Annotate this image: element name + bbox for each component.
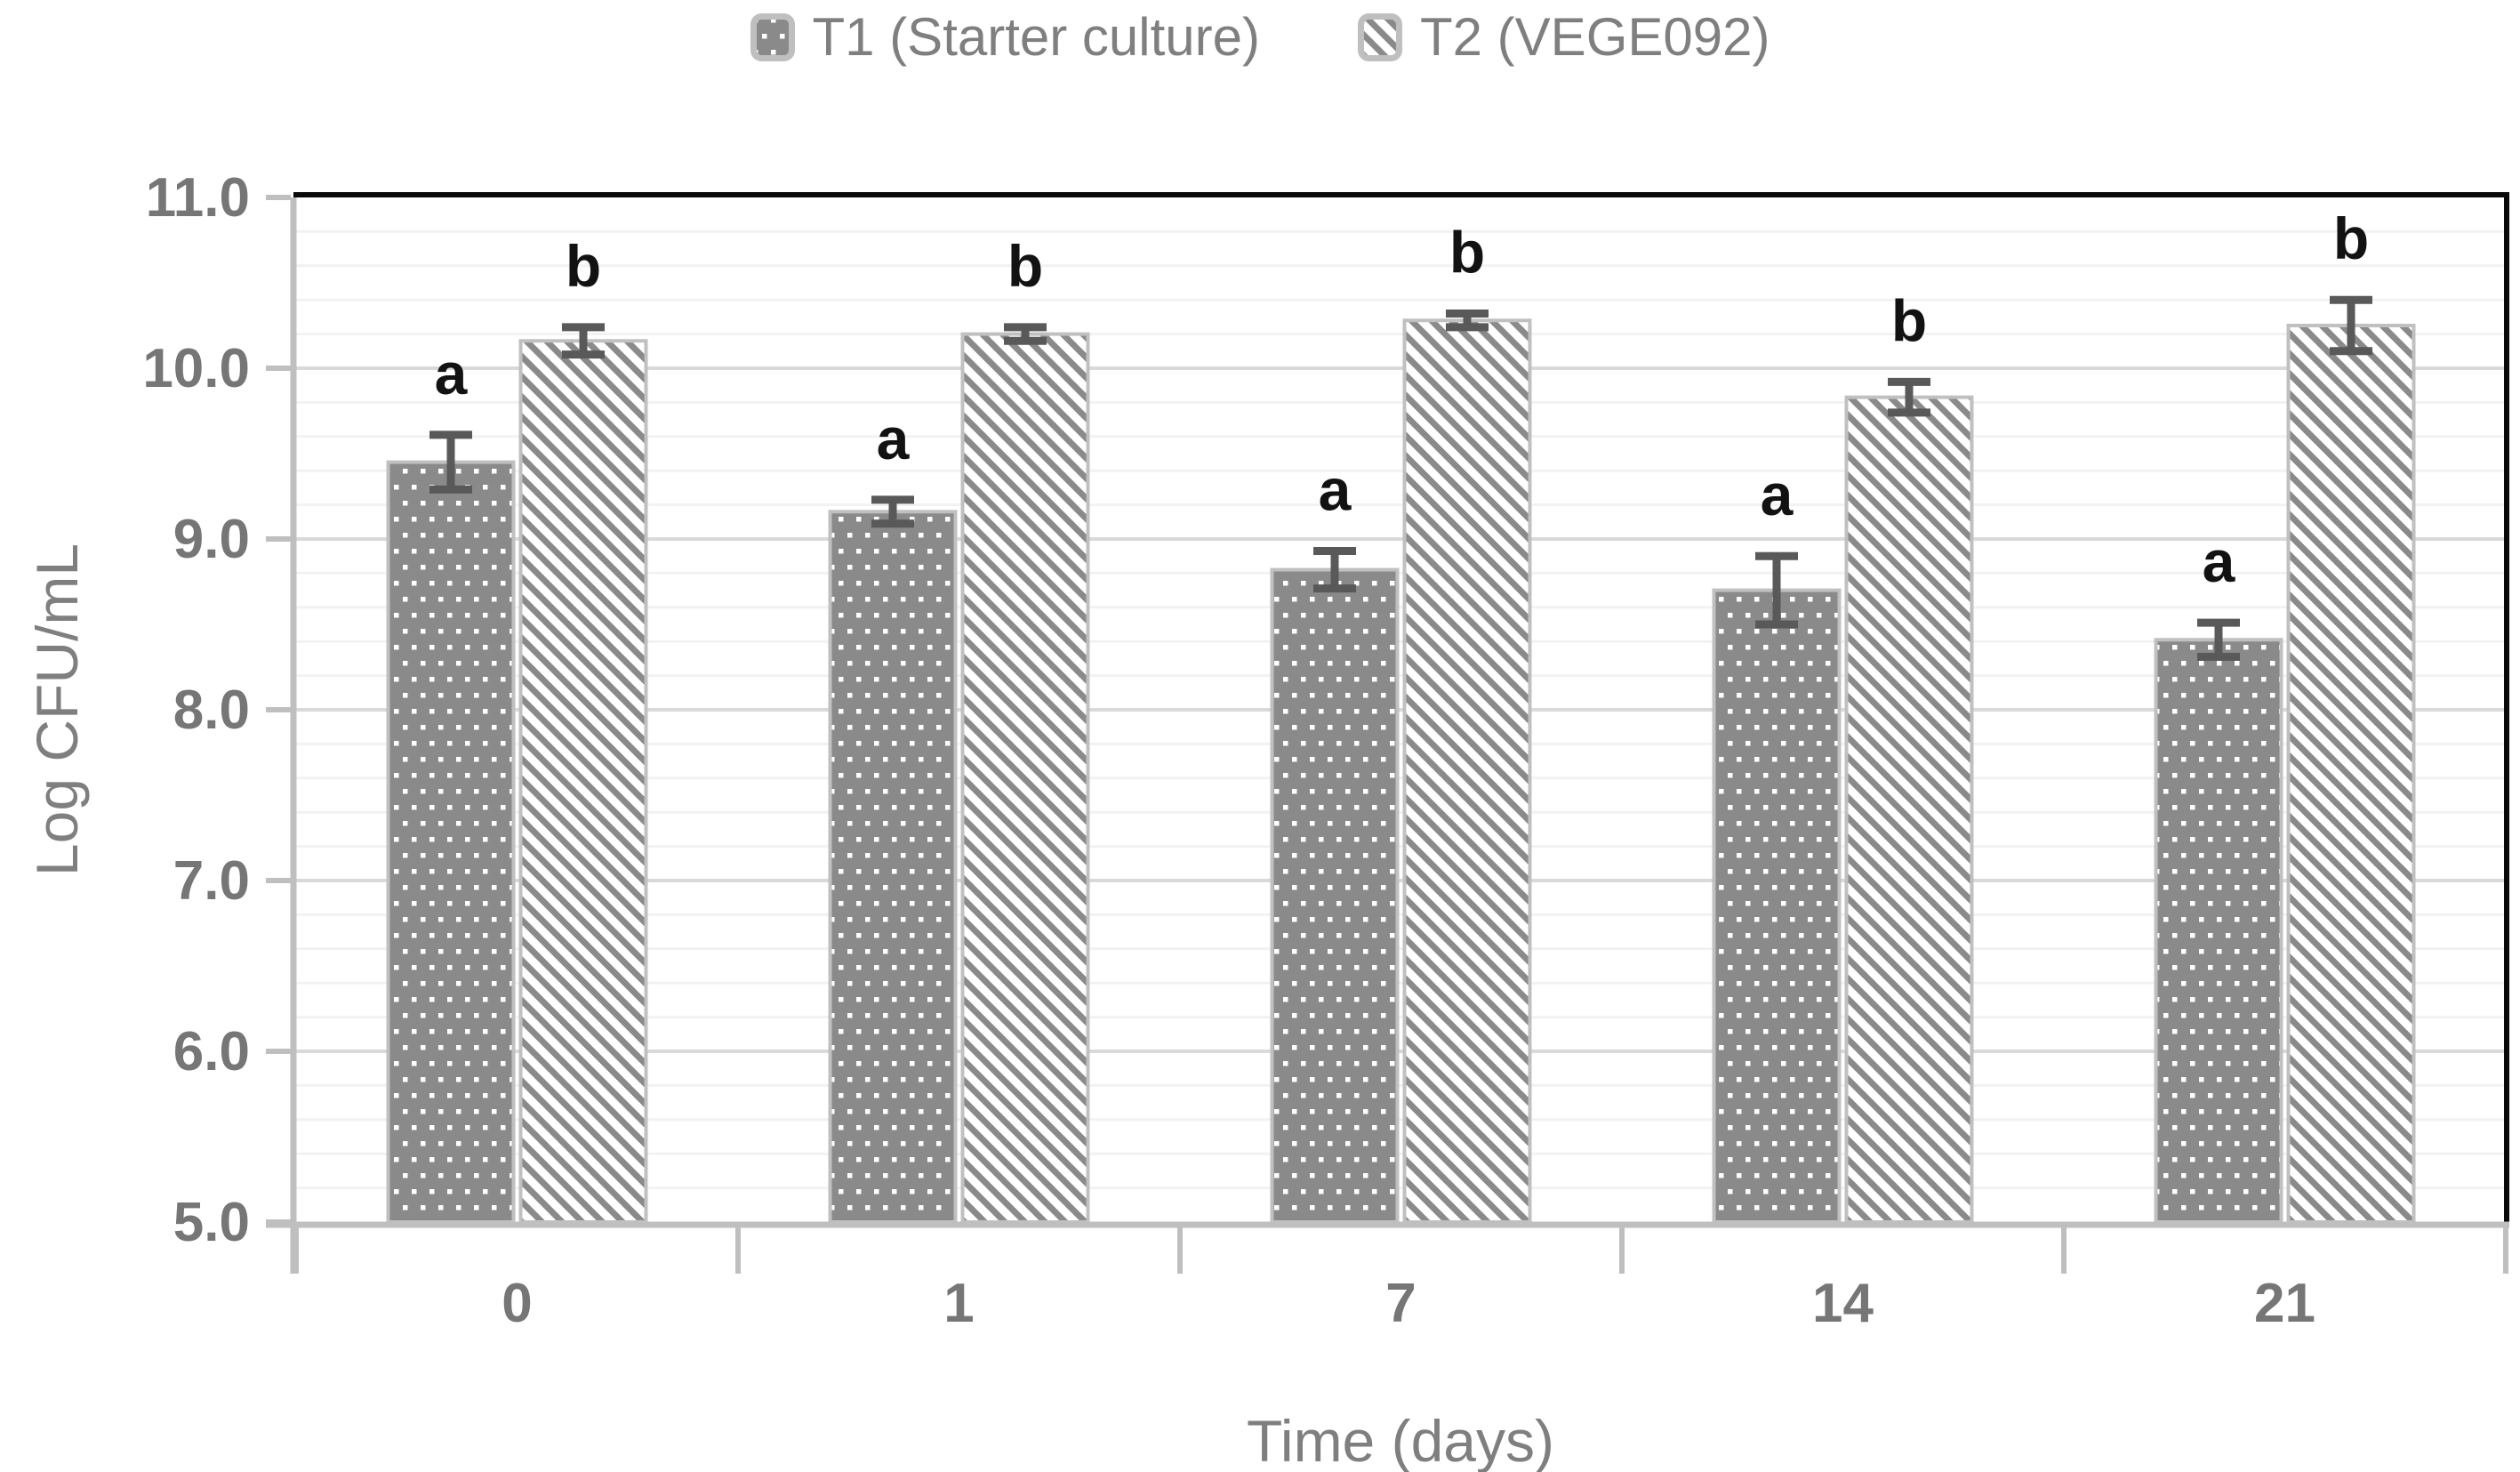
- y-tick-9.0: 9.0: [173, 509, 250, 570]
- y-tick-5.0: 5.0: [173, 1192, 250, 1253]
- letter-t2-day-7: b: [1449, 220, 1485, 286]
- y-tick-6.0: 6.0: [173, 1021, 250, 1082]
- letter-t1-day-0: a: [435, 341, 469, 406]
- legend: T1 (Starter culture) T2 (VEGE092): [0, 11, 2520, 64]
- x-tick-7: 7: [1385, 1273, 1416, 1334]
- legend-label-t1: T1 (Starter culture): [812, 7, 1260, 67]
- bar-t1-day-7: [1270, 567, 1400, 1224]
- letter-t2-day-1: b: [1007, 233, 1043, 299]
- letter-t1-day-21: a: [2203, 528, 2236, 594]
- y-tick-labels: 5.0 6.0 7.0 8.0 9.0 10.0 11.0: [142, 167, 291, 1253]
- significance-letters: a a a a a b b b b b: [435, 205, 2370, 594]
- error-bars: [429, 295, 2372, 661]
- x-tick-14: 14: [1812, 1273, 1874, 1334]
- bar-t2-day-1: [960, 332, 1090, 1225]
- bar-t2-day-21: [2286, 324, 2416, 1224]
- t1-dots-swatch-icon: [750, 13, 795, 61]
- bar-t2-day-7: [1402, 318, 1532, 1224]
- bar-t2-day-14: [1844, 395, 1974, 1224]
- letter-t2-day-14: b: [1891, 287, 1927, 353]
- gridlines: [296, 229, 2506, 1190]
- bar-t1-day-21: [2154, 638, 2283, 1224]
- letter-t1-day-1: a: [877, 406, 911, 471]
- plot-border: [293, 192, 2509, 1222]
- bar-t1-day-14: [1712, 588, 1842, 1224]
- y-axis-title: Log CFU/mL: [24, 543, 90, 877]
- y-tick-7.0: 7.0: [173, 850, 250, 912]
- x-tick-labels: 0 1 7 14 21: [293, 1227, 2508, 1334]
- letter-t1-day-14: a: [1761, 462, 1794, 527]
- axes: [266, 197, 2509, 1274]
- letter-t1-day-7: a: [1319, 456, 1352, 522]
- y-tick-8.0: 8.0: [173, 680, 250, 741]
- bar-t1-day-1: [828, 510, 958, 1224]
- x-tick-21: 21: [2254, 1273, 2315, 1334]
- letter-t2-day-0: b: [566, 233, 601, 299]
- y-tick-10.0: 10.0: [142, 338, 250, 399]
- legend-item-t1: T1 (Starter culture): [750, 11, 1260, 64]
- x-tick-0: 0: [502, 1273, 532, 1334]
- bar-t1-day-0: [386, 460, 516, 1224]
- y-tick-11.0: 11.0: [146, 167, 250, 229]
- legend-label-t2: T2 (VEGE092): [1419, 7, 1770, 67]
- t2-stripes-swatch-icon: [1357, 13, 1402, 61]
- x-axis-title: Time (days): [1247, 1408, 1554, 1472]
- x-tick-1: 1: [943, 1273, 974, 1334]
- letter-t2-day-21: b: [2333, 205, 2369, 271]
- legend-item-t2: T2 (VEGE092): [1357, 7, 1770, 67]
- bars: [386, 318, 2416, 1225]
- bar-t2-day-0: [518, 339, 648, 1224]
